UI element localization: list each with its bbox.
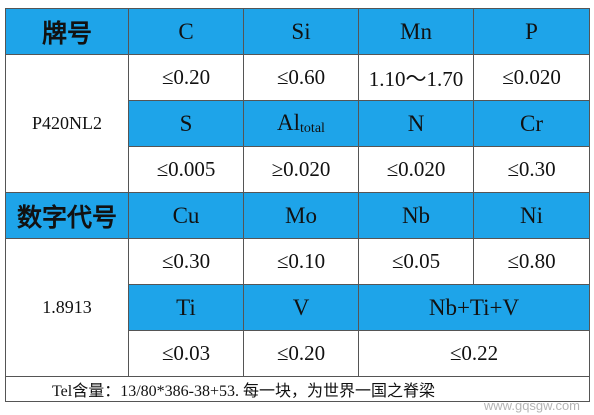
row: S Altotal N Cr xyxy=(6,100,590,147)
element-cell: Cu xyxy=(128,192,244,239)
composition-table: 牌号 C Si Mn P P420NL2 ≤0.20 ≤0.60 1.10～1.… xyxy=(5,8,590,402)
element-cell: Cr xyxy=(473,100,590,147)
element-cell: Nb xyxy=(358,192,474,239)
row: 数字代号 Cu Mo Nb Ni xyxy=(5,192,590,239)
header-cell: 数字代号 xyxy=(5,192,129,239)
grade-cell: P420NL2 xyxy=(5,54,129,193)
row: ≤0.005 ≥0.020 ≤0.020 ≤0.30 xyxy=(6,146,590,193)
element-cell: Nb+Ti+V xyxy=(358,284,590,331)
value-cell: ≤0.20 xyxy=(128,54,244,101)
row: Ti V Nb+Ti+V xyxy=(6,284,590,331)
element-cell: N xyxy=(358,100,474,147)
watermark: www.gqsgw.com xyxy=(483,398,580,413)
value-cell: ≤0.03 xyxy=(128,330,244,377)
value-cell: ≤0.20 xyxy=(243,330,359,377)
row: 1.8913 ≤0.30 ≤0.10 ≤0.05 ≤0.80 xyxy=(5,238,590,377)
value-cell: ≤0.020 xyxy=(358,146,474,193)
value-cell: ≤0.10 xyxy=(243,238,359,285)
value-cell: ≤0.60 xyxy=(243,54,359,101)
element-subscript: total xyxy=(300,121,325,136)
element-cell: V xyxy=(243,284,359,331)
value-cell: ≥0.020 xyxy=(243,146,359,193)
element-cell: P xyxy=(473,8,590,55)
element-cell: Ni xyxy=(473,192,590,239)
value-cell: ≤0.05 xyxy=(358,238,474,285)
value-cell: ≤0.30 xyxy=(128,238,244,285)
value-cell: ≤0.30 xyxy=(473,146,590,193)
element-cell: S xyxy=(128,100,244,147)
element-cell: Mo xyxy=(243,192,359,239)
row: 牌号 C Si Mn P xyxy=(5,8,590,55)
header-cell: 牌号 xyxy=(5,8,129,55)
row: ≤0.03 ≤0.20 ≤0.22 xyxy=(6,330,590,377)
element-cell: Ti xyxy=(128,284,244,331)
value-cell: ≤0.22 xyxy=(358,330,590,377)
row: P420NL2 ≤0.20 ≤0.60 1.10～1.70 ≤0.020 xyxy=(5,54,590,193)
element-cell: Mn xyxy=(358,8,474,55)
element-cell: Si xyxy=(243,8,359,55)
element-cell: Altotal xyxy=(243,100,359,147)
row: Tel含量：13/80*386-38+53. 每一块，为世界一国之脊梁 xyxy=(5,376,590,402)
value-cell: ≤0.80 xyxy=(473,238,590,285)
element-text: Al xyxy=(277,110,301,135)
value-cell: 1.10～1.70 xyxy=(358,54,474,101)
footer: Tel含量：13/80*386-38+53. 每一块，为世界一国之脊梁 xyxy=(5,376,590,402)
element-cell: C xyxy=(128,8,244,55)
number-cell: 1.8913 xyxy=(5,238,129,377)
value-cell: ≤0.020 xyxy=(473,54,590,101)
value-cell: ≤0.005 xyxy=(128,146,244,193)
